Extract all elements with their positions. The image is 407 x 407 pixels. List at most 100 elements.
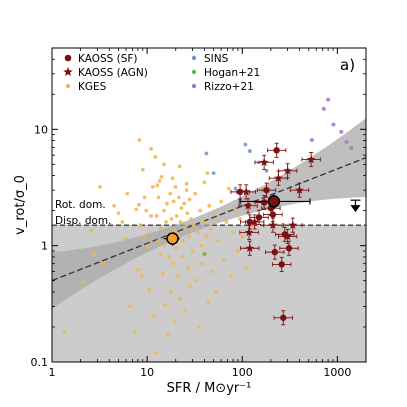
kges-point — [189, 216, 194, 221]
kges-point — [80, 280, 85, 285]
rizzo-point — [309, 137, 314, 142]
kges-point — [202, 180, 207, 185]
kges-point — [120, 220, 125, 224]
kges-point — [196, 325, 201, 329]
sins-point — [211, 171, 216, 176]
kges-point — [204, 234, 209, 239]
rizzo-point — [321, 106, 326, 111]
legend-label: KAOSS (SF) — [78, 53, 138, 65]
kges-point — [165, 201, 169, 206]
legend-label: KGES — [78, 81, 107, 93]
kges-point — [174, 214, 179, 218]
frame-layer — [51, 47, 367, 363]
rizzo-point — [331, 122, 336, 127]
rizzo-point — [344, 139, 349, 144]
kges-point — [157, 179, 162, 183]
kges-median-point — [166, 232, 179, 245]
kges-point — [183, 308, 187, 312]
disp-dom-region — [52, 225, 366, 362]
kges-point — [180, 255, 185, 259]
kges-point — [183, 226, 188, 231]
fit-line — [52, 157, 366, 282]
legend-marker — [63, 67, 73, 77]
kges-point — [191, 223, 196, 228]
kges-point — [184, 188, 189, 193]
kaoss-agn-point — [245, 243, 255, 252]
kges-point — [128, 304, 132, 309]
kges-point — [238, 216, 243, 221]
upper-limit-arrow — [350, 205, 361, 213]
kaoss-agn-point — [250, 217, 260, 226]
kges-point — [139, 273, 144, 278]
kges-point — [216, 238, 221, 243]
legend-marker — [191, 69, 197, 75]
kaoss-agn-point — [241, 187, 251, 196]
kges-point — [198, 208, 202, 213]
rizzo-point — [349, 146, 354, 151]
kges-point — [142, 195, 147, 200]
kges-point — [221, 258, 226, 263]
kaoss-agn-point — [243, 201, 253, 210]
kges-point — [195, 230, 200, 235]
kges-point — [153, 154, 158, 159]
kges-point — [167, 255, 171, 259]
kges-point — [235, 249, 240, 253]
kaoss-median-point — [267, 195, 281, 208]
kges-point — [162, 243, 167, 248]
legend-marker — [191, 83, 197, 89]
kges-point — [149, 214, 153, 218]
legend: KAOSS (SF) KAOSS (AGN) KGES SINS Hogan+21 Riz… — [63, 53, 260, 93]
kges-point — [212, 211, 217, 216]
legend-marker — [65, 83, 71, 89]
points-layer — [62, 97, 361, 355]
kges-point — [155, 183, 160, 188]
y-tick-label: 1 — [41, 240, 48, 253]
hogan-point — [202, 251, 207, 256]
kges-point — [124, 236, 128, 241]
kges-point — [137, 138, 142, 142]
plot-frame — [51, 47, 367, 363]
rot-dom-label: Rot. dom. — [55, 199, 106, 211]
kges-point — [209, 226, 213, 231]
kges-point — [229, 273, 233, 278]
kges-point — [190, 249, 195, 253]
kges-point — [184, 181, 189, 186]
kaoss-agn-point — [259, 157, 269, 167]
kges-point — [177, 296, 182, 301]
kges-point — [141, 234, 146, 239]
kges-point — [165, 333, 170, 338]
kges-point — [200, 261, 205, 266]
kges-point — [136, 267, 140, 272]
kges-point — [92, 251, 97, 256]
rizzo-point — [326, 97, 331, 102]
kges-point — [161, 208, 166, 213]
kaoss-agn-point — [306, 154, 316, 164]
kges-point — [159, 174, 164, 179]
kges-point — [153, 350, 158, 355]
kges-point — [244, 265, 249, 270]
kges-point — [137, 202, 141, 207]
kaoss-agn-point — [295, 185, 304, 194]
legend-label: Hogan+21 — [204, 67, 260, 79]
kges-point — [101, 261, 106, 266]
kges-point — [210, 269, 215, 274]
kaoss-sf-point — [280, 314, 287, 321]
kaoss-agn-point — [283, 166, 292, 175]
kges-point — [175, 273, 180, 278]
kaoss-agn-point — [268, 220, 278, 229]
kges-point — [62, 330, 67, 335]
kges-point — [150, 184, 155, 189]
kaoss-sf-point — [273, 147, 280, 154]
kges-point — [182, 201, 187, 206]
kges-point — [186, 265, 191, 270]
kges-point — [178, 220, 183, 224]
kaoss-agn-point — [244, 227, 254, 237]
kges-point — [174, 246, 179, 251]
kges-point — [161, 162, 166, 167]
kges-point — [147, 287, 152, 292]
kges-point — [140, 167, 145, 172]
kges-point — [205, 171, 210, 176]
legend-marker — [64, 54, 72, 62]
